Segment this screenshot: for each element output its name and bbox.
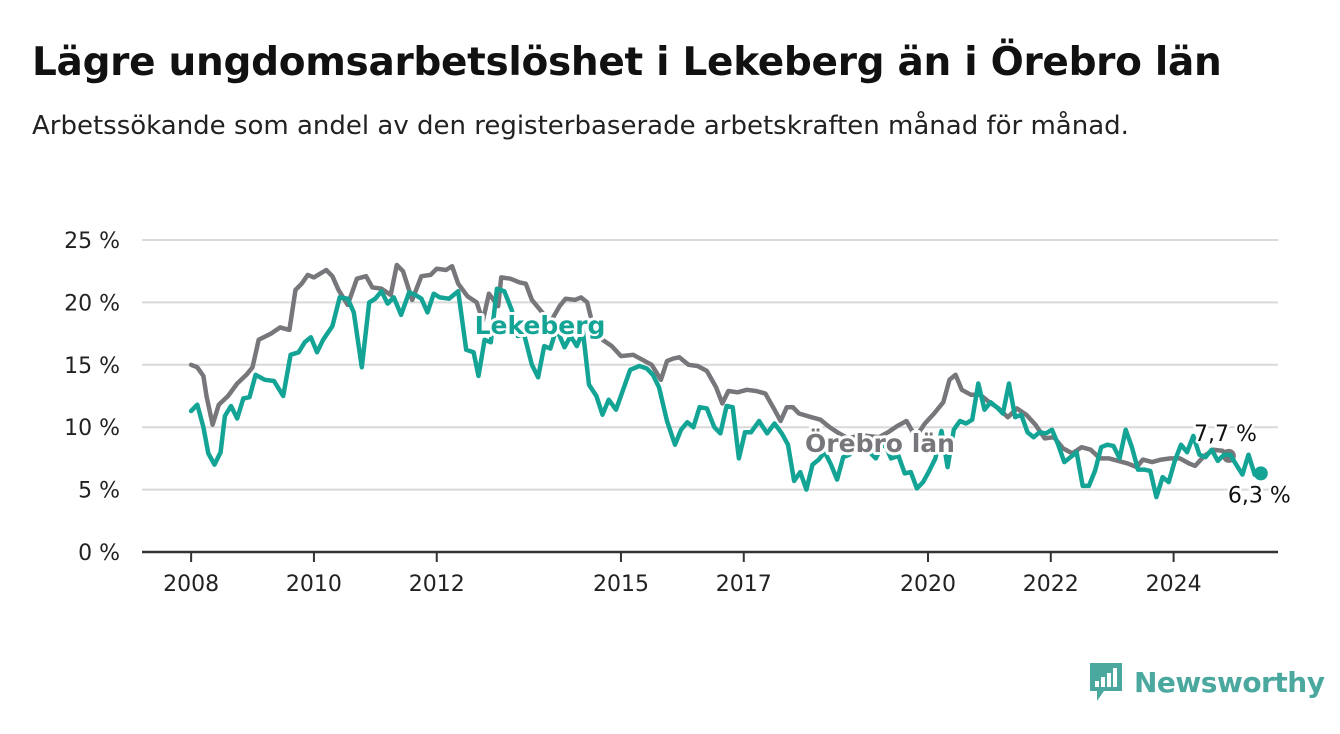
x-tick-label: 2010 (286, 572, 342, 597)
x-tick-label: 2015 (593, 572, 649, 597)
y-tick-label: 15 % (64, 354, 120, 379)
x-tick-label: 2022 (1023, 572, 1079, 597)
end-value-label: 6,3 % (1228, 483, 1291, 508)
y-tick-label: 10 % (64, 416, 120, 441)
x-axis-ticks: 2008 2010 2012 2015 2017 2020 2022 2024 (163, 552, 1202, 597)
series-labels: Örebro län Lekeberg 7,7 % 6,3 % (472, 308, 1294, 511)
y-axis-ticks: 0 % 5 % 10 % 15 % 20 % 25 % (64, 229, 120, 566)
y-tick-label: 20 % (64, 291, 120, 316)
end-value-label: 7,7 % (1194, 422, 1257, 447)
chart-title: Lägre ungdomsarbetslöshet i Lekeberg än … (32, 40, 1222, 85)
newsworthy-chart-icon (1090, 663, 1122, 701)
x-tick-label: 2024 (1146, 572, 1202, 597)
x-tick-label: 2017 (716, 572, 772, 597)
y-tick-label: 0 % (78, 541, 120, 566)
series-name-label: Lekeberg (475, 311, 606, 340)
y-tick-label: 5 % (78, 479, 120, 504)
newsworthy-logo[interactable]: Newsworthy (1088, 660, 1325, 704)
x-tick-label: 2012 (409, 572, 465, 597)
x-tick-label: 2008 (163, 572, 219, 597)
series-endpoint-lekeberg (1253, 466, 1268, 481)
x-tick-label: 2020 (900, 572, 956, 597)
series-line-rebro-l-n (188, 262, 1232, 470)
y-tick-label: 25 % (64, 229, 120, 254)
series-line-lekeberg (188, 286, 1264, 500)
series-lines (188, 262, 1268, 500)
chart-subtitle: Arbetssökande som andel av den registerb… (32, 111, 1129, 141)
gridlines (142, 239, 1278, 554)
series-name-label: Örebro län (805, 428, 955, 458)
brand-name: Newsworthy (1134, 665, 1325, 699)
